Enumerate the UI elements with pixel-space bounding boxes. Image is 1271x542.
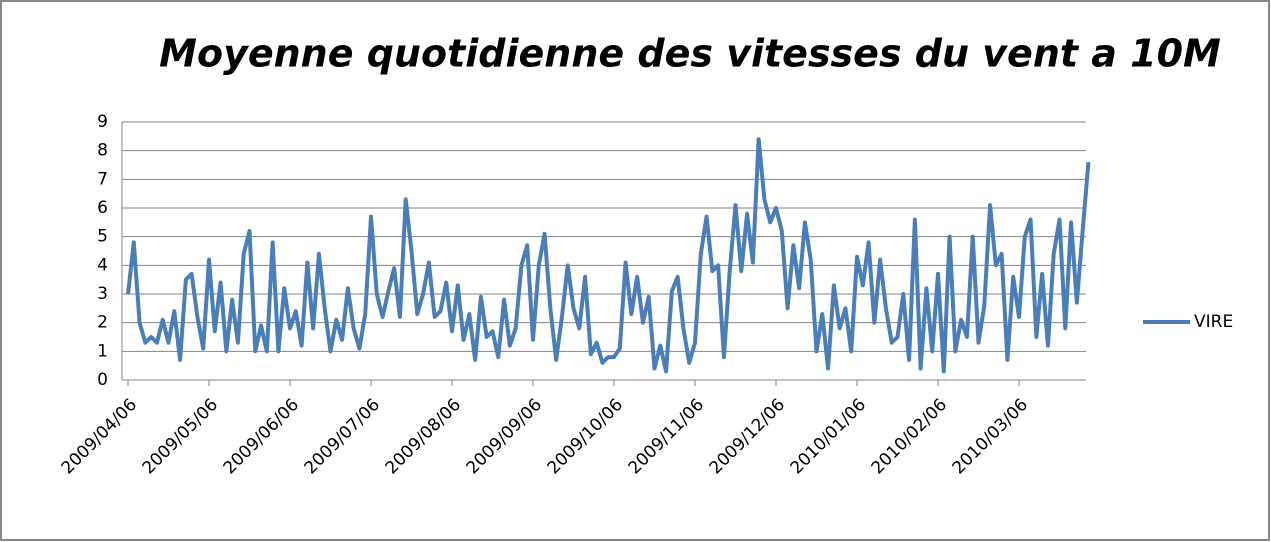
y-tick-label: 8: [97, 141, 108, 161]
y-tick-label: 4: [97, 255, 108, 275]
y-tick-label: 5: [97, 227, 108, 247]
chart-title: Moyenne quotidienne des vitesses du vent…: [159, 32, 1221, 76]
y-tick-label: 0: [97, 370, 108, 390]
data-line: [126, 137, 1091, 374]
y-tick-label: 6: [97, 198, 108, 218]
y-tick-label: 9: [97, 112, 108, 132]
y-tick-label: 3: [97, 284, 108, 304]
legend-label: VIRE: [1194, 312, 1233, 332]
y-tick-label: 2: [97, 313, 108, 333]
y-tick-label: 7: [97, 169, 108, 189]
y-tick-label: 1: [97, 341, 108, 361]
